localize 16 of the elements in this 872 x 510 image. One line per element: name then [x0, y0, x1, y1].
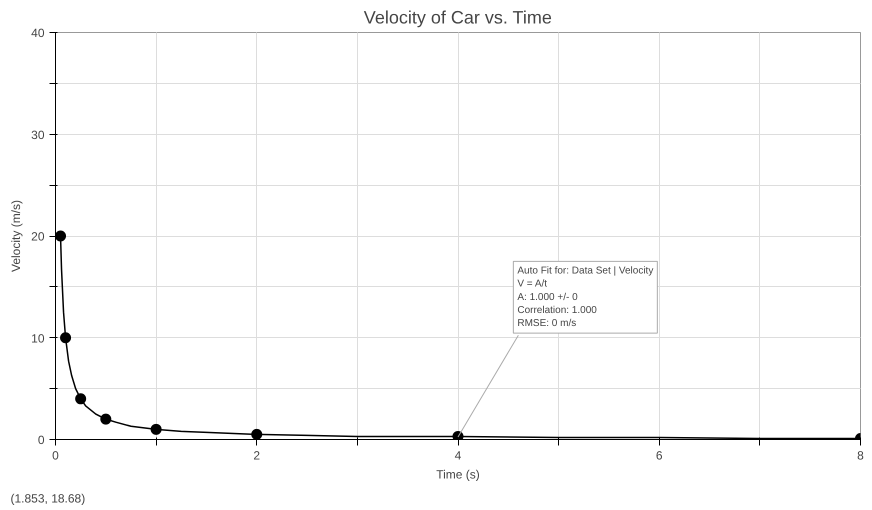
- y-tick-label: 30: [31, 128, 45, 142]
- text: (1.853, 18.68): [10, 492, 86, 506]
- y-tick-label: 10: [31, 331, 45, 346]
- point: [56, 230, 66, 242]
- x-tick-label: 8: [857, 448, 864, 462]
- y-tick-label: 20: [31, 230, 45, 244]
- x-tick-label: 0: [52, 448, 60, 462]
- x-tick-label: 4: [454, 448, 462, 462]
- annotation: Auto Fit for: Data Set | Velocity V = A/t A: 1.000 +/- 0 Correlation: 1.000 RMSE: 0 m/s: [517, 265, 654, 330]
- y-tick-label: 40: [31, 26, 45, 40]
- chart-title: Velocity of Car vs. Time: [364, 8, 552, 28]
- y-tick-label: 0: [38, 433, 45, 447]
- x-axis-title: Time (s): [436, 468, 480, 482]
- y-axis-title: Velocity (m/s): [9, 200, 24, 272]
- x-tick-label: 6: [656, 448, 663, 462]
- x-tick-label: 2: [253, 448, 260, 462]
